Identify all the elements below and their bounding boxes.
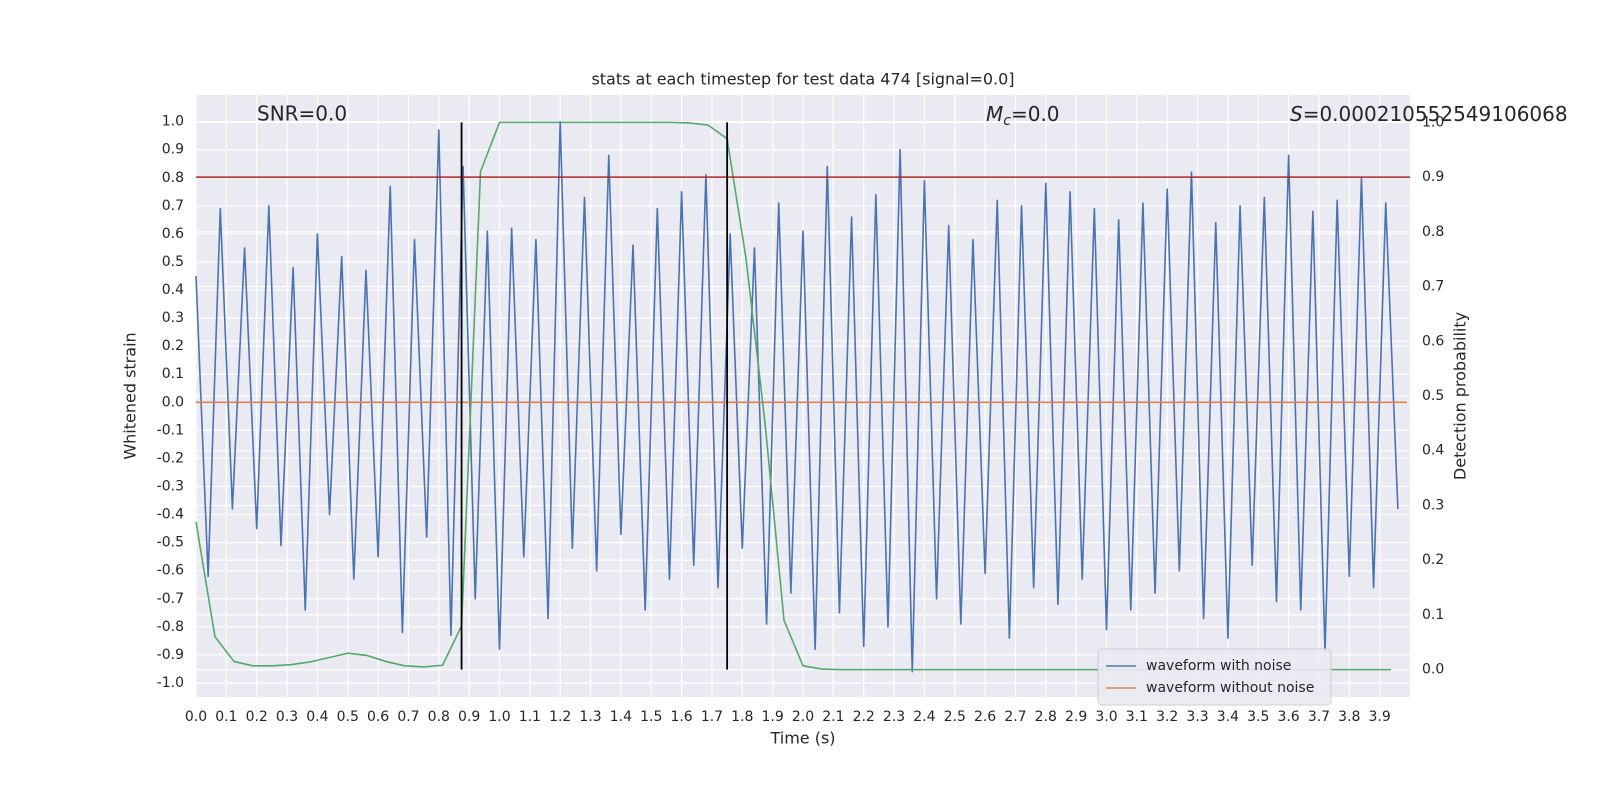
x-tick-label: 3.2 [1156,709,1178,725]
legend-box [1097,648,1332,706]
x-tick-label: 1.8 [731,709,753,725]
x-tick-label: 2.0 [792,709,814,725]
y-tick-label: 0.2 [162,338,184,354]
x-tick-label: 0.5 [337,709,359,725]
x-tick-label: 2.5 [944,709,966,725]
legend-label: waveform with noise [1146,658,1291,674]
x-tick-label: 1.0 [488,709,510,725]
y2-tick-label: 1.0 [1422,114,1444,130]
legend-label: waveform without noise [1146,680,1314,696]
x-tick-label: 0.0 [185,709,207,725]
x-tick-label: 3.8 [1338,709,1360,725]
x-tick-label: 3.0 [1095,709,1117,725]
x-tick-label: 3.6 [1277,709,1299,725]
x-tick-label: 0.1 [215,709,237,725]
y-tick-label: -0.5 [157,535,184,551]
x-tick-label: 3.9 [1369,709,1391,725]
x-tick-label: 1.9 [762,709,784,725]
x-tick-label: 0.2 [246,709,268,725]
x-tick-label: 1.6 [670,709,692,725]
y2-tick-label: 0.4 [1422,443,1444,459]
y-tick-label: -0.2 [157,450,184,466]
y2-tick-label: 0.3 [1422,497,1444,513]
y-tick-label: 0.8 [162,170,184,186]
y-tick-label: 0.7 [162,198,184,214]
y-tick-label: -0.6 [157,563,184,579]
annotation: S=0.000210552549106068 [1290,102,1568,126]
annotation-symbol: S [1290,102,1303,126]
x-tick-label: 2.9 [1065,709,1087,725]
x-tick-label: 0.3 [276,709,298,725]
y-tick-label: 0.9 [162,142,184,158]
x-tick-label: 3.3 [1186,709,1208,725]
y-tick-label: 0.5 [162,254,184,270]
y-axis-label: Whitened strain [121,332,140,459]
x-tick-label: 1.5 [640,709,662,725]
y2-tick-label: 0.2 [1422,552,1444,568]
y-tick-label: 0.3 [162,310,184,326]
y2-tick-label: 0.8 [1422,224,1444,240]
y2-axis-label: Detection probability [1451,312,1470,480]
chart-title: stats at each timestep for test data 474… [591,70,1014,89]
annotation-subscript: c [1003,113,1011,129]
y2-tick-label: 0.7 [1422,279,1444,295]
x-tick-label: 0.8 [428,709,450,725]
y-tick-label: -1.0 [157,675,184,691]
x-tick-label: 1.1 [519,709,541,725]
x-tick-label: 3.1 [1126,709,1148,725]
y2-tick-label: 0.5 [1422,388,1444,404]
x-tick-label: 2.4 [913,709,935,725]
x-tick-label: 3.5 [1247,709,1269,725]
y-tick-label: 0.0 [162,394,184,410]
annotation-symbol: M [986,102,1003,126]
annotation-text: =0.000210552549106068 [1303,102,1568,126]
x-tick-label: 2.1 [822,709,844,725]
x-tick-label: 3.4 [1217,709,1239,725]
y-tick-label: 0.4 [162,282,184,298]
y-tick-label: 0.6 [162,226,184,242]
y-tick-label: -0.7 [157,591,184,607]
y2-tick-label: 0.9 [1422,169,1444,185]
x-tick-label: 2.6 [974,709,996,725]
x-tick-label: 3.7 [1308,709,1330,725]
y-tick-label: 1.0 [162,114,184,130]
x-tick-label: 2.7 [1004,709,1026,725]
y-tick-label: -0.3 [157,479,184,495]
x-tick-label: 2.2 [853,709,875,725]
series-line [195,120,1399,673]
x-tick-label: 0.7 [397,709,419,725]
y-tick-label: -0.9 [157,647,184,663]
x-axis-label: Time (s) [769,729,835,748]
x-tick-label: 1.4 [610,709,632,725]
y-tick-label: -0.4 [157,507,184,523]
annotation-text: =0.0 [1011,102,1060,126]
y-tick-label: -0.8 [157,619,184,635]
annotation: Mc=0.0 [986,102,1060,130]
x-tick-label: 2.8 [1035,709,1057,725]
x-tick-label: 2.3 [883,709,905,725]
annotation: SNR=0.0 [257,102,347,126]
x-tick-label: 0.4 [306,709,328,725]
y2-tick-label: 0.0 [1422,662,1444,678]
x-tick-label: 1.2 [549,709,571,725]
y-tick-label: 0.1 [162,366,184,382]
x-tick-label: 1.3 [579,709,601,725]
x-tick-label: 0.9 [458,709,480,725]
y-tick-label: -0.1 [157,422,184,438]
y2-tick-label: 0.6 [1422,333,1444,349]
x-tick-label: 0.6 [367,709,389,725]
y2-tick-label: 0.1 [1422,607,1444,623]
x-tick-label: 1.7 [701,709,723,725]
